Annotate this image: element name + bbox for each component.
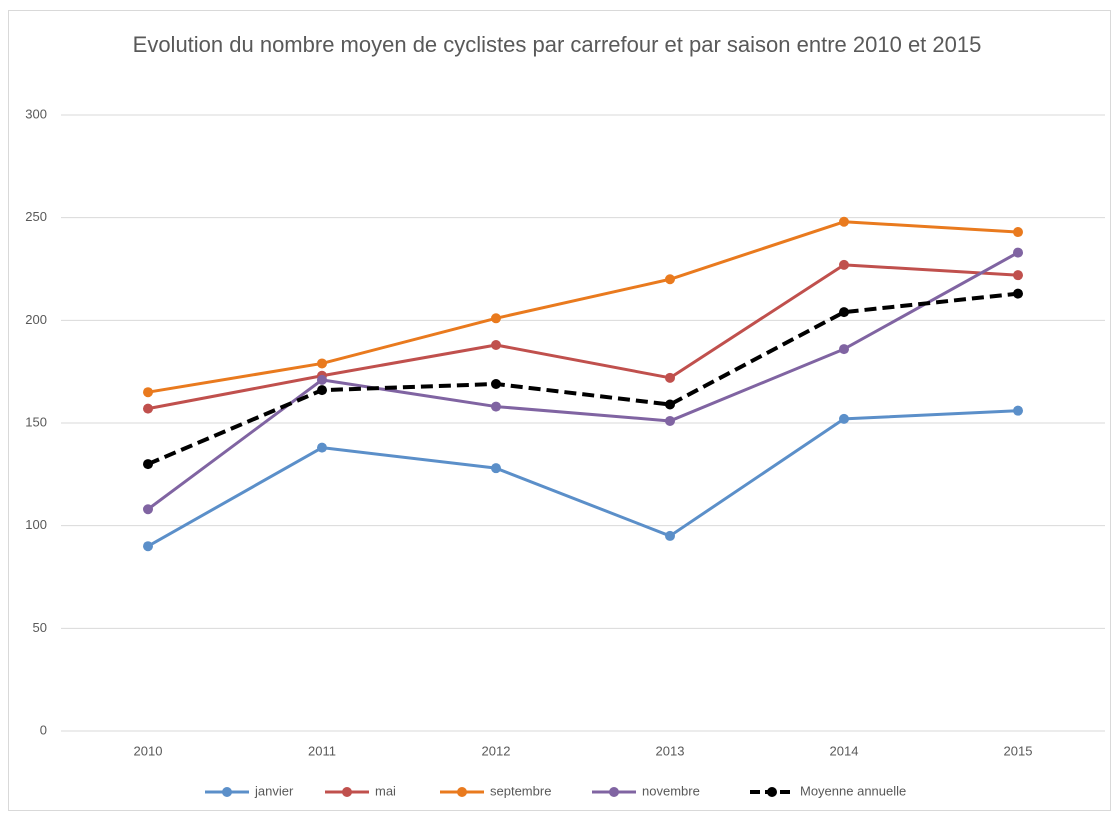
legend-label: septembre [490, 783, 551, 798]
series-line [147, 263, 1019, 411]
data-point [1013, 288, 1023, 299]
legend-marker [457, 787, 467, 797]
data-point [317, 442, 327, 453]
data-point [839, 344, 849, 355]
data-point [317, 358, 327, 369]
data-point [839, 216, 849, 227]
legend-marker [342, 787, 352, 797]
data-point [665, 399, 675, 410]
data-point [1013, 270, 1023, 281]
y-tick-label: 150 [25, 414, 47, 429]
data-point [491, 463, 501, 474]
x-tick-label: 2012 [482, 743, 511, 758]
legend-label: mai [375, 783, 396, 798]
legend-label: novembre [642, 783, 700, 798]
data-point [839, 307, 849, 318]
y-tick-label: 200 [25, 312, 47, 327]
x-tick-label: 2010 [134, 743, 163, 758]
data-point [1013, 227, 1023, 238]
legend-label: Moyenne annuelle [800, 783, 906, 798]
data-point [491, 339, 501, 350]
data-point [491, 378, 501, 389]
y-tick-label: 50 [33, 620, 47, 635]
data-point [839, 259, 849, 270]
series-line [147, 291, 1019, 466]
x-tick-label: 2015 [1004, 743, 1033, 758]
data-point [143, 504, 153, 515]
y-tick-label: 0 [40, 722, 47, 737]
series-line [147, 251, 1019, 511]
legend-marker [222, 787, 232, 797]
data-point [1013, 247, 1023, 258]
y-tick-label: 250 [25, 209, 47, 224]
y-tick-label: 100 [25, 517, 47, 532]
chart-title: Evolution du nombre moyen de cyclistes p… [132, 32, 982, 57]
x-tick-label: 2013 [656, 743, 685, 758]
series-line [147, 409, 1019, 548]
x-tick-label: 2014 [830, 743, 859, 758]
data-point [491, 313, 501, 324]
legend-label: janvier [254, 783, 294, 798]
data-point [143, 403, 153, 414]
data-point [665, 372, 675, 383]
data-point [491, 401, 501, 412]
x-tick-label: 2011 [308, 743, 336, 758]
data-point [317, 374, 327, 385]
series-line [147, 220, 1019, 394]
data-point [143, 387, 153, 398]
y-tick-label: 300 [25, 106, 47, 121]
data-point [317, 385, 327, 396]
data-point [143, 459, 153, 470]
data-point [143, 541, 153, 552]
legend-marker [767, 787, 777, 797]
data-point [665, 530, 675, 541]
data-point [1013, 405, 1023, 416]
data-point [839, 413, 849, 424]
data-point [665, 274, 675, 285]
legend-marker [609, 787, 619, 797]
data-point [665, 415, 675, 426]
